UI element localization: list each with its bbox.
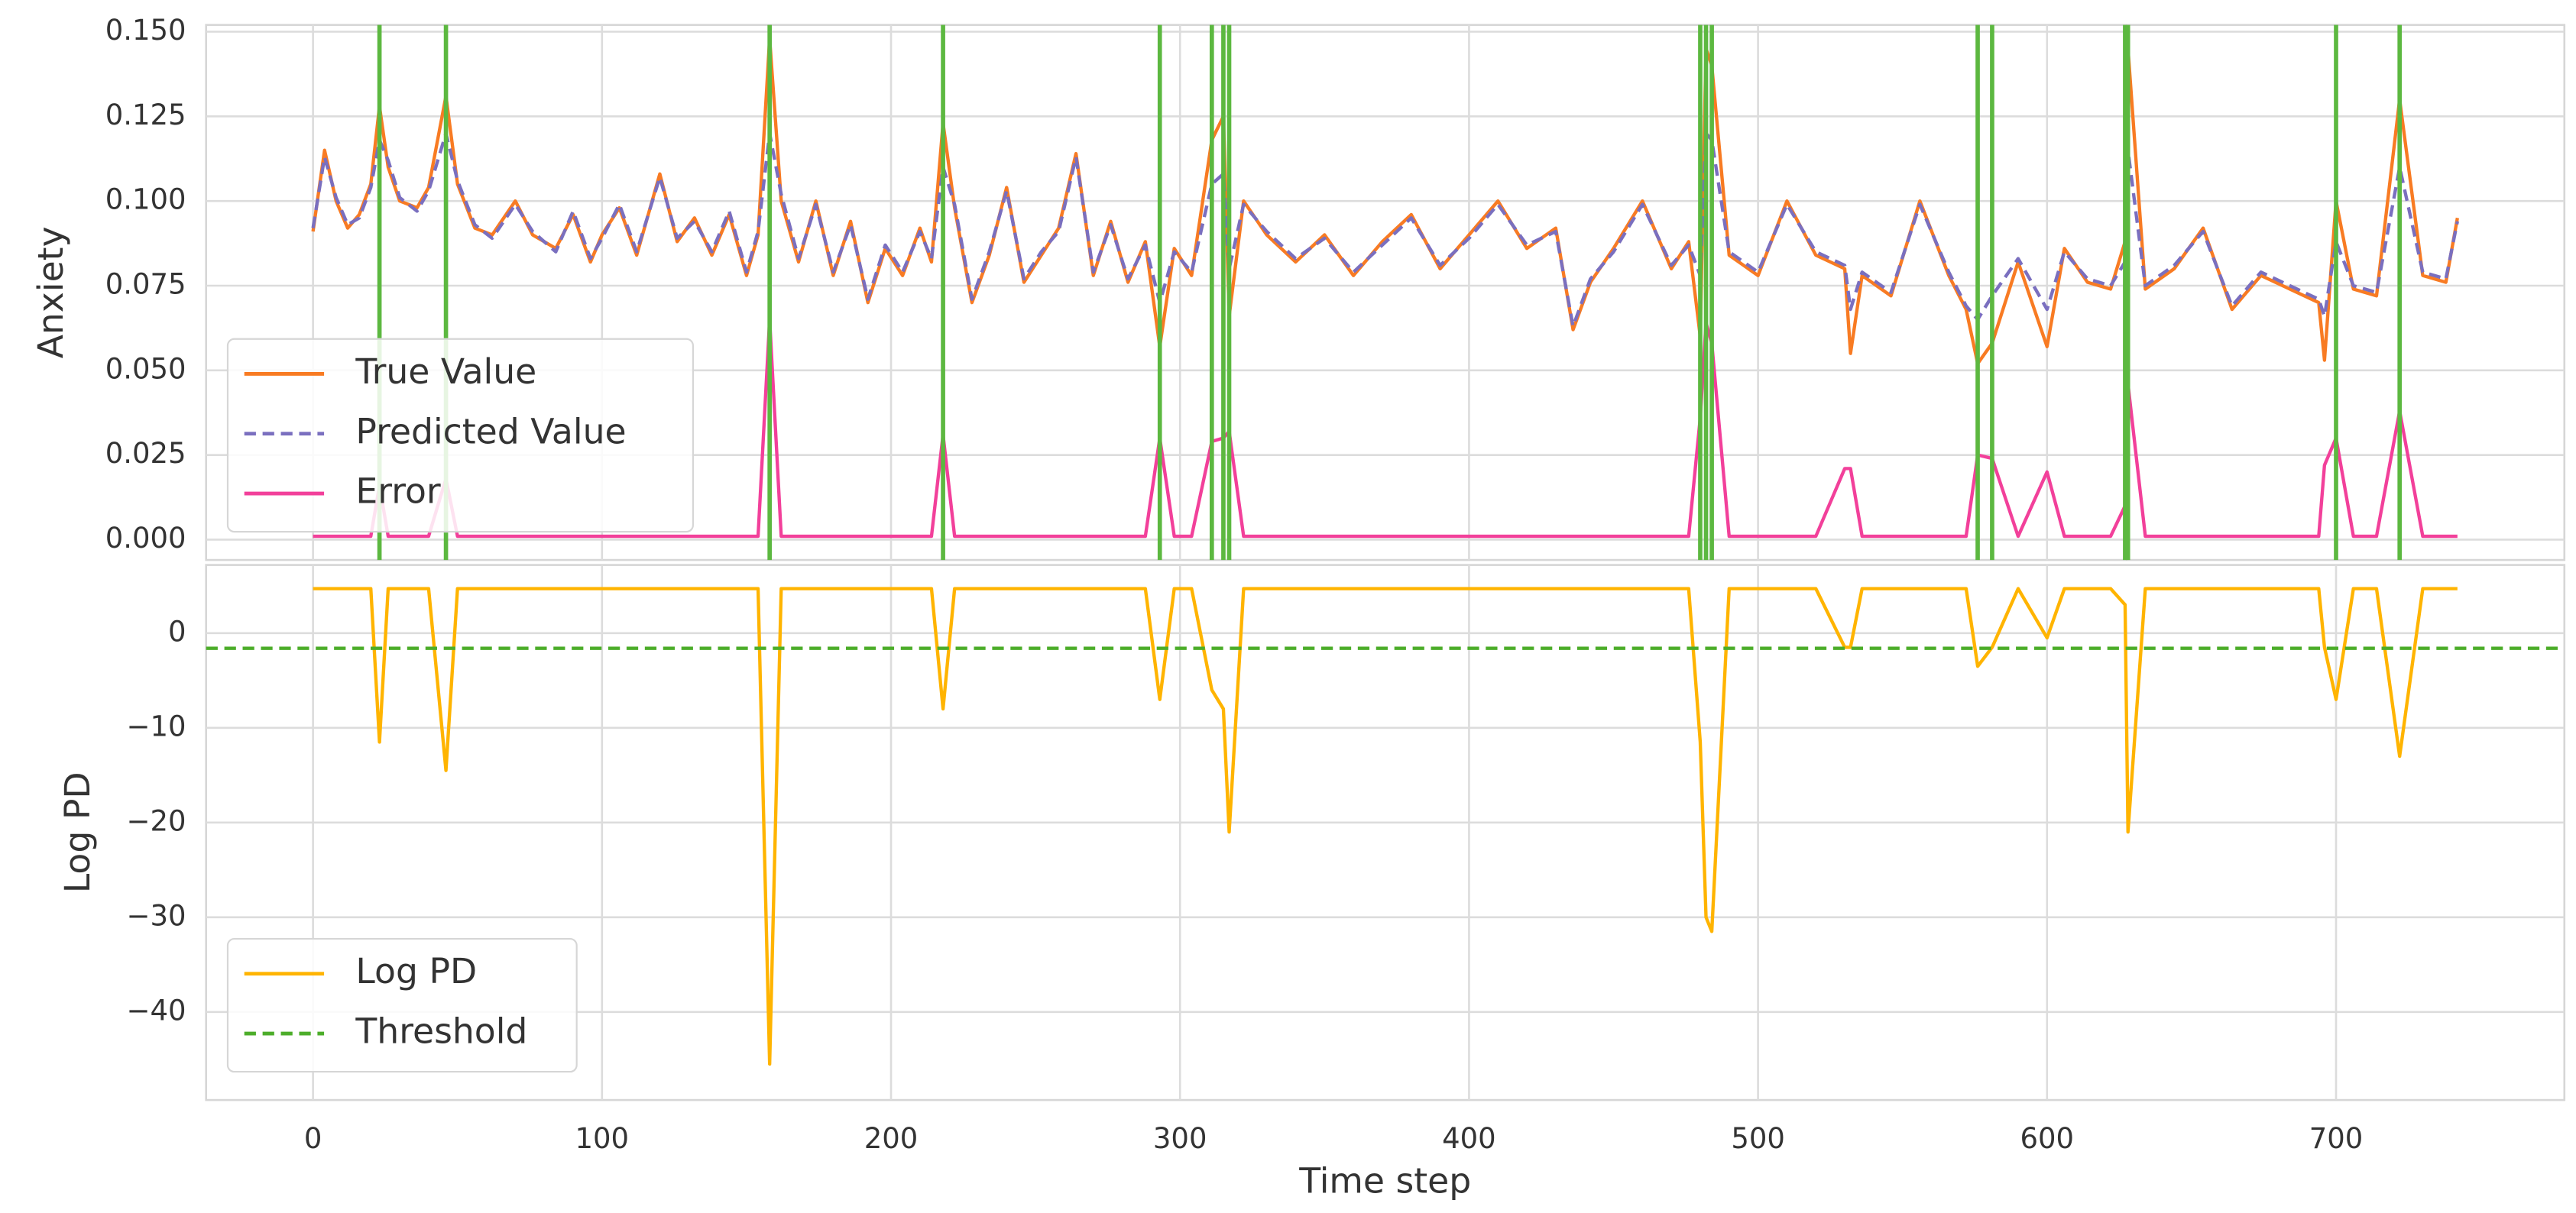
x-tick-label: 600: [2020, 1122, 2075, 1155]
y-tick-label: −20: [127, 804, 186, 837]
y-tick-label: 0.000: [105, 522, 186, 555]
plot-area: [205, 564, 2566, 1101]
x-axis-label: Time step: [1298, 1160, 1471, 1201]
y-tick-label: 0.050: [105, 352, 186, 385]
y-axis-label: Log PD: [57, 771, 98, 893]
series-line: [313, 318, 2458, 539]
legend-label: Predicted Value: [355, 411, 626, 451]
legend: Log PD Threshold: [226, 937, 578, 1073]
legend-label: Threshold: [355, 1011, 527, 1052]
series-line: [313, 587, 2458, 1066]
y-tick-label: 0.025: [105, 437, 186, 470]
x-tick-label: 0: [304, 1122, 322, 1155]
legend-label: Error: [355, 471, 441, 512]
y-tick-label: −10: [127, 710, 186, 742]
y-tick-label: 0.150: [105, 14, 186, 47]
legend-box: [226, 338, 694, 533]
y-tick-label: 0.125: [105, 99, 186, 131]
legend: True Value Predicted Value Error: [226, 338, 694, 533]
y-tick-label: 0.100: [105, 183, 186, 216]
x-tick-label: 500: [1731, 1122, 1785, 1155]
axes: 0 100 200 300 400 500 600 700 −40 −30 −20 −10 0 Log P…: [57, 564, 2566, 1201]
y-tick-label: −40: [127, 994, 186, 1027]
x-tick-label: 100: [575, 1122, 630, 1155]
x-tick-label: 400: [1442, 1122, 1496, 1155]
y-tick-label: −30: [127, 899, 186, 932]
y-axis-label: Anxiety: [31, 226, 71, 358]
y-tick-label: 0: [168, 615, 186, 648]
legend-label: True Value: [355, 351, 536, 392]
y-tick-label: 0.075: [105, 267, 186, 300]
axes: 0.000 0.025 0.050 0.075 0.100 0.125 0.150 Anxie…: [31, 14, 2566, 561]
x-tick-label: 700: [2309, 1122, 2364, 1155]
series-line: [311, 131, 2459, 328]
legend-label: Log PD: [355, 951, 477, 991]
x-tick-label: 300: [1153, 1122, 1207, 1155]
x-tick-label: 200: [864, 1122, 919, 1155]
